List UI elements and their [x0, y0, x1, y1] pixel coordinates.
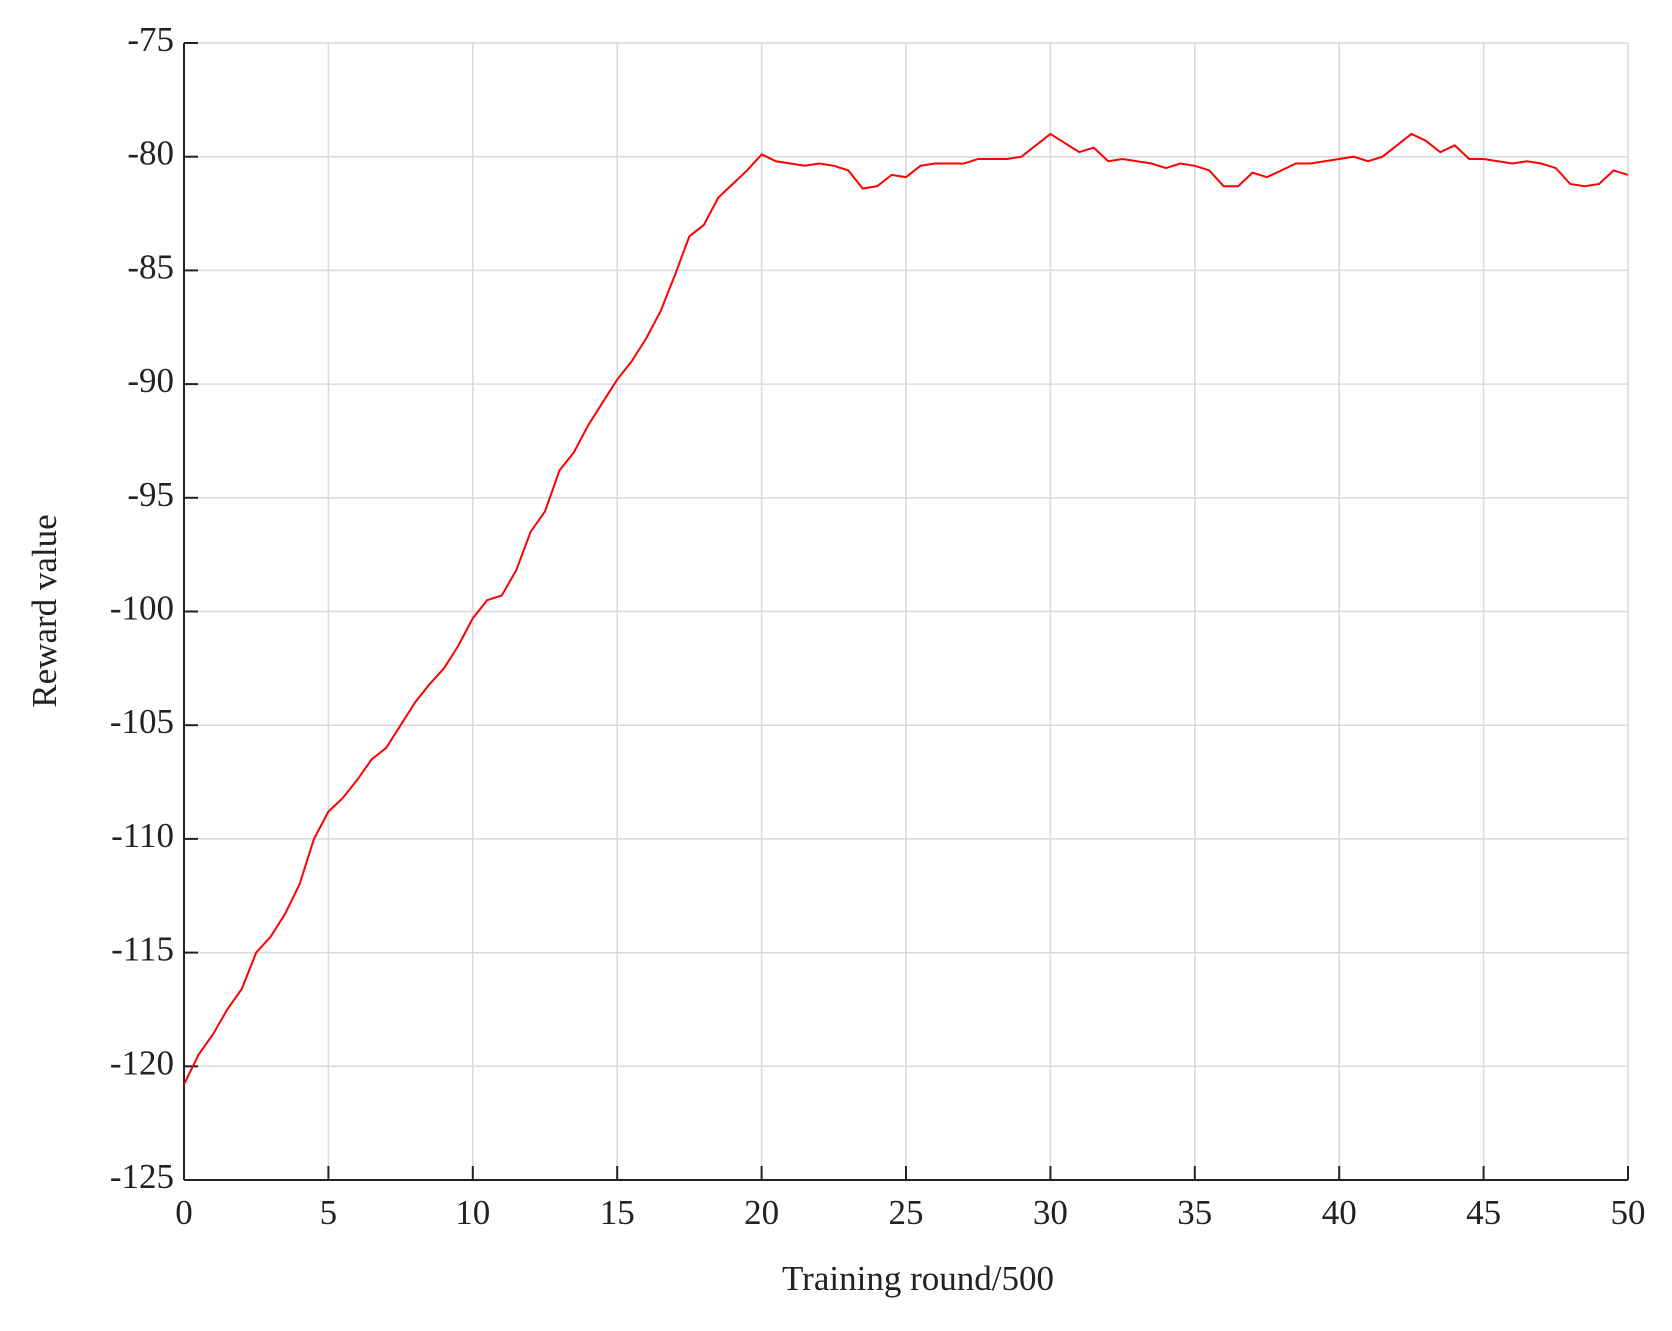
x-tick-label: 25: [889, 1193, 924, 1232]
x-tick-label: 50: [1611, 1193, 1646, 1232]
y-tick-label: -75: [127, 20, 174, 59]
y-axis-title: Reward value: [25, 514, 64, 707]
y-tick-label: -90: [127, 361, 174, 400]
x-tick-label: 0: [175, 1193, 193, 1232]
x-tick-label: 45: [1466, 1193, 1501, 1232]
x-tick-label: 35: [1177, 1193, 1212, 1232]
y-tick-label: -115: [111, 930, 174, 969]
x-tick-label: 10: [455, 1193, 490, 1232]
y-tick-label: -110: [111, 816, 174, 855]
y-tick-label: -80: [127, 134, 174, 173]
y-tick-label: -105: [110, 702, 174, 741]
x-tick-label: 40: [1322, 1193, 1357, 1232]
x-tick-label: 5: [320, 1193, 338, 1232]
x-tick-label: 30: [1033, 1193, 1068, 1232]
y-tick-label: -120: [110, 1043, 174, 1082]
y-tick-label: -95: [127, 475, 174, 514]
data-line: [183, 132, 1629, 1085]
x-tick-label: 20: [744, 1193, 779, 1232]
x-axis-title: Training round/500: [782, 1259, 1054, 1298]
y-tick-label: -100: [110, 589, 174, 628]
x-tick-label: 15: [600, 1193, 635, 1232]
y-tick-label: -85: [127, 247, 174, 286]
y-tick-label: -125: [110, 1157, 174, 1196]
